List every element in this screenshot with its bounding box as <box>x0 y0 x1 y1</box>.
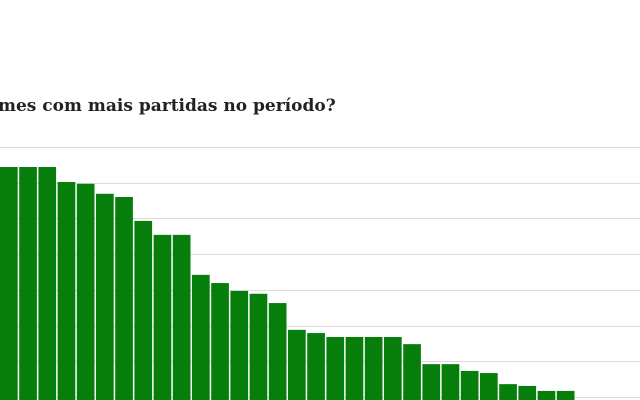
bar <box>0 167 18 400</box>
bar <box>38 167 57 400</box>
bar <box>326 337 345 400</box>
bar <box>345 337 364 400</box>
bar <box>307 333 325 400</box>
bar <box>192 274 210 400</box>
bar <box>441 364 460 400</box>
bar <box>96 193 114 400</box>
bar <box>268 303 287 400</box>
bar <box>499 384 517 400</box>
bar <box>134 220 153 400</box>
bar <box>384 337 402 400</box>
bar <box>480 373 498 400</box>
bar <box>460 370 479 400</box>
bar <box>422 364 441 400</box>
bar <box>537 390 556 400</box>
bar <box>288 329 306 400</box>
bar <box>403 344 421 400</box>
chart-title: mes com mais partidas no período? <box>0 96 336 116</box>
bar <box>230 290 249 400</box>
bar <box>172 234 191 400</box>
bar <box>153 234 172 400</box>
bar <box>115 197 133 400</box>
bar <box>57 182 76 400</box>
bar <box>19 167 37 400</box>
bar <box>364 337 383 400</box>
bar <box>76 183 95 400</box>
bar <box>556 390 575 400</box>
bar <box>249 293 268 400</box>
bar <box>518 385 537 400</box>
bar <box>211 283 229 400</box>
